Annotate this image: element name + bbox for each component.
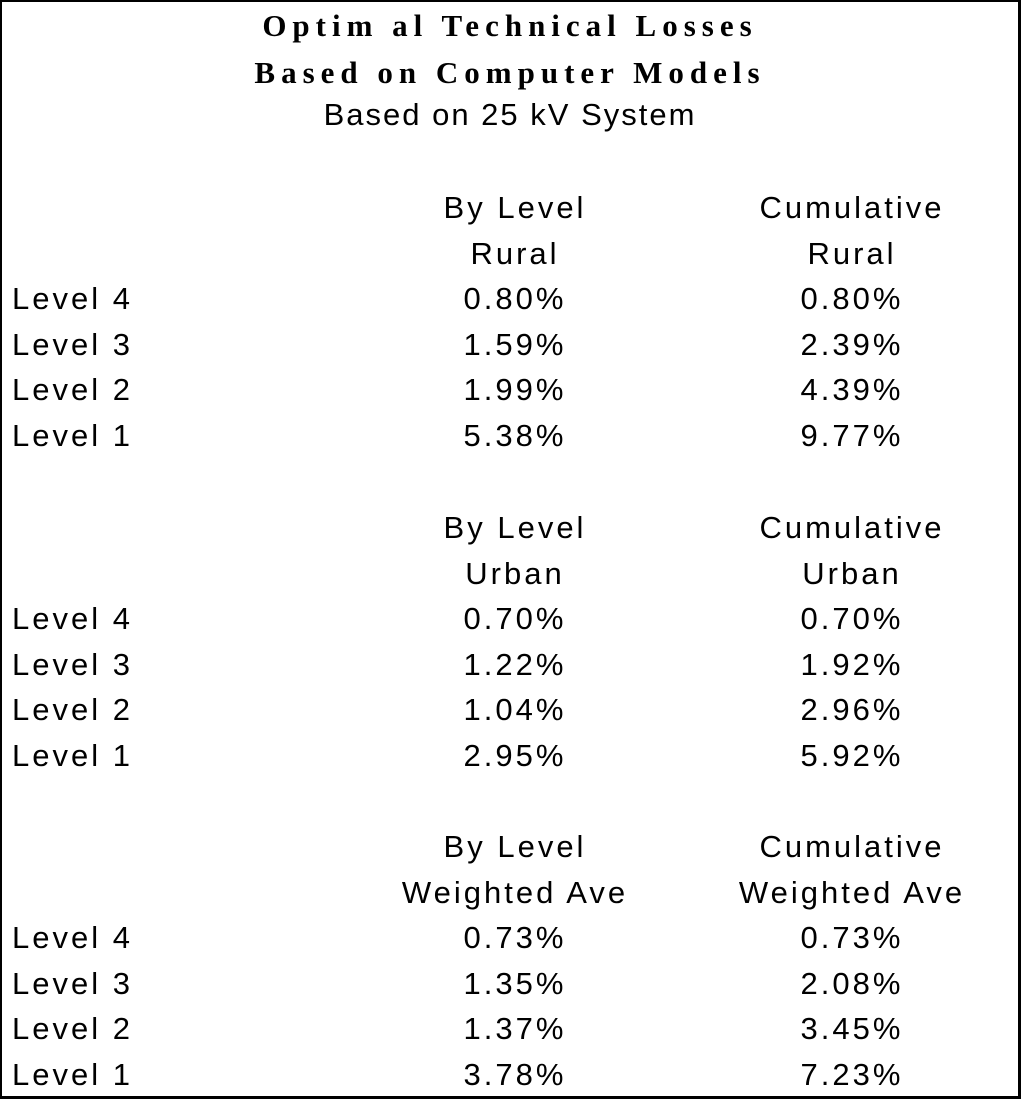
by-level-value: 0.73%	[463, 920, 567, 955]
row-label: Level 4	[12, 281, 133, 316]
cumulative-value: 0.73%	[800, 920, 904, 955]
row-label: Level 2	[12, 692, 133, 727]
by-level-value: 1.35%	[463, 966, 567, 1001]
header-by-level-category: Rural	[470, 236, 560, 271]
by-level-value: 1.22%	[463, 647, 567, 682]
row-label: Level 1	[12, 418, 133, 453]
by-level-value: 0.80%	[463, 281, 567, 316]
row-label: Level 3	[12, 647, 133, 682]
header-by-level-category: Weighted Ave	[401, 875, 629, 910]
by-level-value: 3.78%	[463, 1057, 567, 1092]
by-level-value: 0.70%	[463, 601, 567, 636]
cumulative-value: 2.39%	[800, 327, 904, 362]
header-by-level: By Level	[443, 190, 587, 225]
cumulative-value: 3.45%	[800, 1011, 904, 1046]
subtitle: Based on 25 kV System	[323, 97, 697, 132]
cumulative-value: 4.39%	[800, 372, 904, 407]
header-cumulative: Cumulative	[759, 190, 945, 225]
by-level-value: 2.95%	[463, 738, 567, 773]
by-level-value: 1.59%	[463, 327, 567, 362]
cumulative-value: 0.80%	[800, 281, 904, 316]
row-label: Level 1	[12, 738, 133, 773]
row-label: Level 4	[12, 920, 133, 955]
cumulative-value: 2.96%	[800, 692, 904, 727]
title-line-1: Optim al Technical Losses	[262, 8, 758, 43]
cumulative-value: 7.23%	[800, 1057, 904, 1092]
header-by-level: By Level	[443, 829, 587, 864]
cumulative-value: 5.92%	[800, 738, 904, 773]
row-label: Level 3	[12, 327, 133, 362]
row-label: Level 3	[12, 966, 133, 1001]
by-level-value: 1.37%	[463, 1011, 567, 1046]
header-by-level-category: Urban	[465, 556, 565, 591]
header-cumulative-category: Rural	[807, 236, 897, 271]
row-label: Level 1	[12, 1057, 133, 1092]
by-level-value: 1.04%	[463, 692, 567, 727]
header-cumulative: Cumulative	[759, 829, 945, 864]
cumulative-value: 2.08%	[800, 966, 904, 1001]
title-line-2: Based on Computer Models	[254, 55, 766, 90]
cumulative-value: 0.70%	[800, 601, 904, 636]
by-level-value: 5.38%	[463, 418, 567, 453]
row-label: Level 2	[12, 1011, 133, 1046]
cumulative-value: 1.92%	[800, 647, 904, 682]
cumulative-value: 9.77%	[800, 418, 904, 453]
by-level-value: 1.99%	[463, 372, 567, 407]
header-cumulative: Cumulative	[759, 510, 945, 545]
row-label: Level 2	[12, 372, 133, 407]
row-label: Level 4	[12, 601, 133, 636]
header-cumulative-category: Weighted Ave	[738, 875, 966, 910]
header-by-level: By Level	[443, 510, 587, 545]
header-cumulative-category: Urban	[802, 556, 902, 591]
